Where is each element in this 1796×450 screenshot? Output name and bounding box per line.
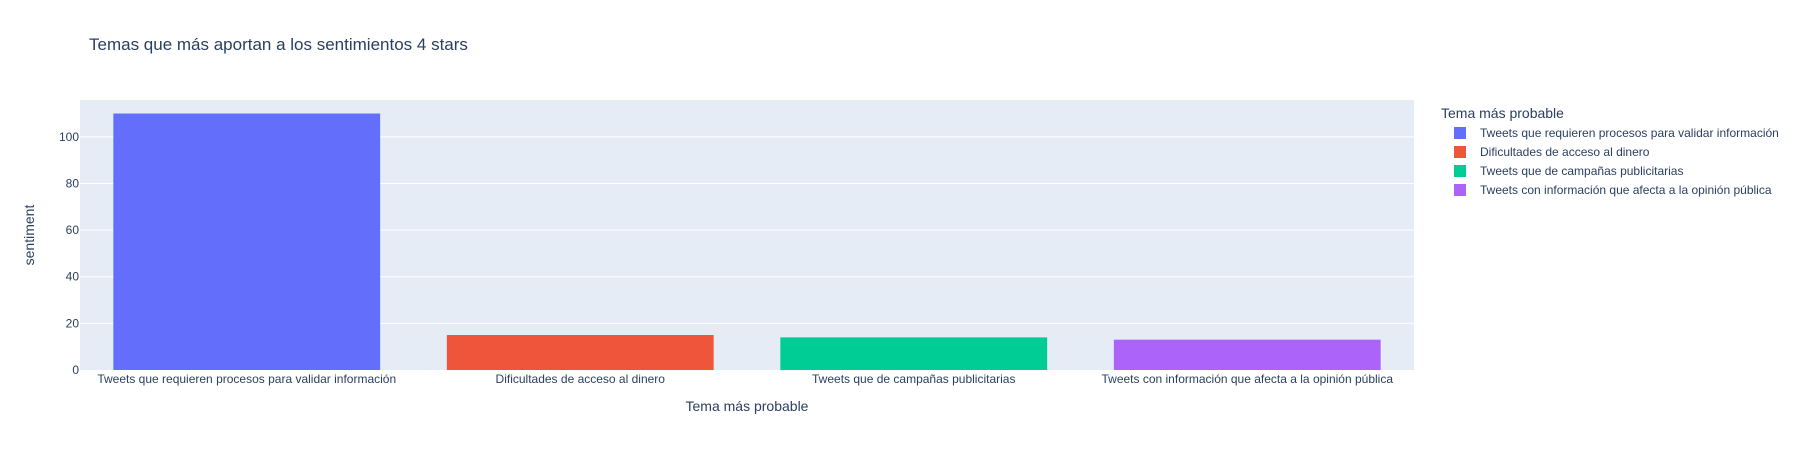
- y-tick-label: 60: [66, 223, 80, 237]
- legend-swatch: [1454, 184, 1466, 196]
- legend-label: Tweets que requieren procesos para valid…: [1480, 126, 1779, 140]
- bar: [780, 337, 1048, 370]
- legend-swatch: [1454, 127, 1466, 139]
- y-tick-label: 20: [66, 316, 80, 330]
- bar: [113, 113, 381, 370]
- x-axis-ticks: Tweets que requieren procesos para valid…: [97, 372, 1393, 386]
- x-tick-label: Tweets que requieren procesos para valid…: [97, 372, 396, 386]
- y-tick-label: 40: [66, 270, 80, 284]
- chart-title: Temas que más aportan a los sentimientos…: [89, 35, 468, 54]
- y-axis-title: sentiment: [21, 205, 37, 266]
- legend-label: Dificultades de acceso al dinero: [1480, 145, 1650, 159]
- legend-label: Tweets con información que afecta a la o…: [1480, 183, 1772, 197]
- x-tick-label: Tweets con información que afecta a la o…: [1101, 372, 1393, 386]
- legend-swatch: [1454, 165, 1466, 177]
- y-tick-label: 100: [59, 130, 79, 144]
- x-tick-label: Dificultades de acceso al dinero: [496, 372, 666, 386]
- y-tick-label: 80: [66, 176, 80, 190]
- bar: [446, 335, 714, 370]
- y-axis-ticks: 0 20 40 60 80 100: [59, 130, 79, 377]
- bar: [1113, 339, 1381, 370]
- bars: [113, 113, 1381, 370]
- legend-label: Tweets que de campañas publicitarias: [1480, 164, 1683, 178]
- legend-title: Tema más probable: [1441, 105, 1564, 121]
- legend-swatch: [1454, 146, 1466, 158]
- x-tick-label: Tweets que de campañas publicitarias: [812, 372, 1015, 386]
- y-tick-label: 0: [72, 363, 79, 377]
- x-axis-title: Tema más probable: [686, 398, 809, 414]
- legend: Tema más probable Tweets que requieren p…: [1441, 105, 1779, 197]
- legend-items: Tweets que requieren procesos para valid…: [1454, 126, 1779, 197]
